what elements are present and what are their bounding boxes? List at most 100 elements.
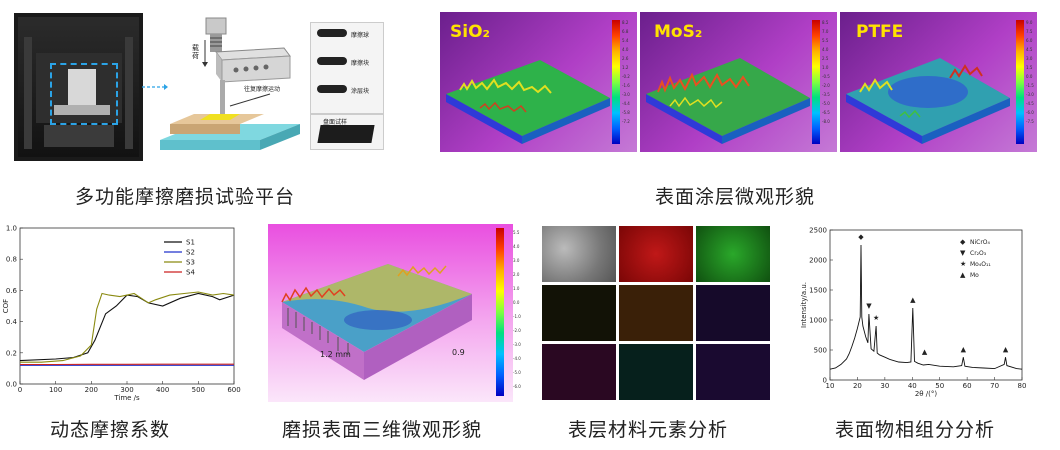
y-tick-label: 0.8 xyxy=(6,256,17,264)
base-sample-panel: 盘面试样 xyxy=(310,114,384,150)
cb-tick: 7.0 xyxy=(822,29,829,34)
legend-label: S3 xyxy=(186,259,195,267)
peak-marker: ▲ xyxy=(1003,345,1009,353)
samples-panel: 摩擦球 摩擦块 涂层块 xyxy=(310,22,384,114)
cb-tick: 4.0 xyxy=(513,244,520,249)
y-tick-label: 0.4 xyxy=(6,318,18,326)
x-tick-label: 10 xyxy=(826,382,835,390)
eds-map-violet xyxy=(696,344,770,400)
y-tick-label: 0.6 xyxy=(6,287,18,295)
coating-panel-mos2: MoS₂ 8.5 7.0 5.5 4.0 2.5 1.0 -0.5 -2.0 -… xyxy=(640,12,837,152)
coating-label-mos2: MoS₂ xyxy=(654,22,703,42)
x-tick-label: 600 xyxy=(227,386,240,394)
cb-tick: 2.6 xyxy=(622,56,629,61)
wear-xlabel-left: 1.2 mm xyxy=(320,350,351,359)
caption-eds: 表层材料元素分析 xyxy=(568,419,729,441)
y-tick-label: 500 xyxy=(814,347,827,355)
x-tick-label: 100 xyxy=(49,386,62,394)
cb-tick: -1.6 xyxy=(622,83,630,88)
x-tick-label: 40 xyxy=(908,382,917,390)
sem-image xyxy=(542,226,616,282)
cb-tick: -3.0 xyxy=(1026,92,1034,97)
series-line-S3 xyxy=(20,291,235,363)
cb-tick: -8.0 xyxy=(822,119,830,124)
wear-3d-panel: 1.2 mm 0.9 xyxy=(268,224,513,402)
peak-marker: ★ xyxy=(873,314,879,322)
x-tick-label: 50 xyxy=(935,382,944,390)
tribometer-photo xyxy=(14,13,143,161)
y-tick-label: 0.2 xyxy=(6,349,17,357)
cb-tick: 1.0 xyxy=(513,286,520,291)
cb-tick: -4.0 xyxy=(513,356,521,361)
y-tick-label: 1000 xyxy=(809,317,827,325)
eds-map-purple xyxy=(696,285,770,341)
cb-tick: -3.0 xyxy=(622,92,630,97)
x-tick-label: 500 xyxy=(192,386,205,394)
legend-marker: ◆ xyxy=(960,238,966,246)
x-tick-label: 20 xyxy=(853,382,862,390)
cb-tick: -3.0 xyxy=(513,342,521,347)
cb-tick: 6.8 xyxy=(622,29,629,34)
cb-tick: -5.0 xyxy=(822,101,830,106)
colorbar-ptfe xyxy=(1016,20,1024,144)
connector-arrow xyxy=(142,84,168,90)
y-axis-label: COF xyxy=(2,299,10,313)
xrd-chart: 10 20 30 40 50 60 70 80 0 500 1000 1500 2000 2500 2θ /… xyxy=(800,227,1027,399)
cb-tick: 4.0 xyxy=(822,47,829,52)
series-line-pattern xyxy=(829,244,1023,370)
legend-label: Cr₂O₃ xyxy=(970,250,987,257)
eds-map-orange xyxy=(619,285,693,341)
cb-tick: -2.0 xyxy=(513,328,521,333)
cb-tick: -1.5 xyxy=(1026,83,1034,88)
cb-tick: 9.0 xyxy=(1026,20,1033,25)
x-tick-label: 80 xyxy=(1018,382,1027,390)
cb-tick: -0.5 xyxy=(822,74,830,79)
x-tick-label: 200 xyxy=(85,386,98,394)
legend-label: Mo₄O₁₁ xyxy=(970,261,991,268)
peak-marker: ▲ xyxy=(961,345,967,353)
legend-marker: ★ xyxy=(960,260,966,268)
legend-marker: ▲ xyxy=(960,271,966,279)
cb-tick: 5.4 xyxy=(622,38,629,43)
cb-tick: -1.0 xyxy=(513,314,521,319)
cb-tick: 4.5 xyxy=(1026,47,1033,52)
eds-map-green xyxy=(696,226,770,282)
legend-marker: ▼ xyxy=(960,249,966,257)
cb-tick: -4.4 xyxy=(622,101,630,106)
coating-label-ptfe: PTFE xyxy=(856,22,904,42)
coating-panel-ptfe: PTFE 9.0 7.5 6.0 4.5 3.0 1.5 0.0 -1.5 -3… xyxy=(840,12,1037,152)
motion-label: 往复摩擦运动 xyxy=(244,86,281,93)
legend-label: Mo xyxy=(970,272,979,279)
cb-tick: -5.0 xyxy=(513,370,521,375)
x-tick-label: 70 xyxy=(990,382,999,390)
wear-xlabel-right: 0.9 xyxy=(452,348,465,357)
colorbar-sio2 xyxy=(612,20,620,144)
cb-tick: -7.2 xyxy=(622,119,630,124)
cb-tick: 5.5 xyxy=(822,38,829,43)
y-tick-label: 1.0 xyxy=(6,225,17,233)
peak-marker: ◆ xyxy=(858,233,864,241)
y-tick-label: 1500 xyxy=(809,287,827,295)
x-tick-label: 30 xyxy=(880,382,889,390)
cb-tick: 1.5 xyxy=(1026,65,1033,70)
cb-tick: -4.5 xyxy=(1026,101,1034,106)
eds-map-teal xyxy=(619,344,693,400)
cb-tick: 0.0 xyxy=(513,300,520,305)
plot-frame xyxy=(19,227,235,385)
cb-tick: 6.0 xyxy=(1026,38,1033,43)
cb-tick: 8.5 xyxy=(822,20,829,25)
y-tick-label: 0.0 xyxy=(6,381,17,389)
x-tick-label: 0 xyxy=(18,386,22,394)
cb-tick: 8.2 xyxy=(622,20,629,25)
cb-tick: -7.5 xyxy=(1026,119,1034,124)
cb-tick: 4.0 xyxy=(622,47,629,52)
cb-tick: 5.5 xyxy=(513,230,520,235)
legend-label: S4 xyxy=(186,269,195,277)
caption-coating: 表面涂层微观形貌 xyxy=(655,186,816,208)
cb-tick: -2.0 xyxy=(822,83,830,88)
cb-tick: 2.0 xyxy=(513,272,520,277)
cb-tick: -6.0 xyxy=(1026,110,1034,115)
eds-map-magenta xyxy=(542,344,616,400)
cb-tick: -3.5 xyxy=(822,92,830,97)
cb-tick: -0.2 xyxy=(622,74,630,79)
